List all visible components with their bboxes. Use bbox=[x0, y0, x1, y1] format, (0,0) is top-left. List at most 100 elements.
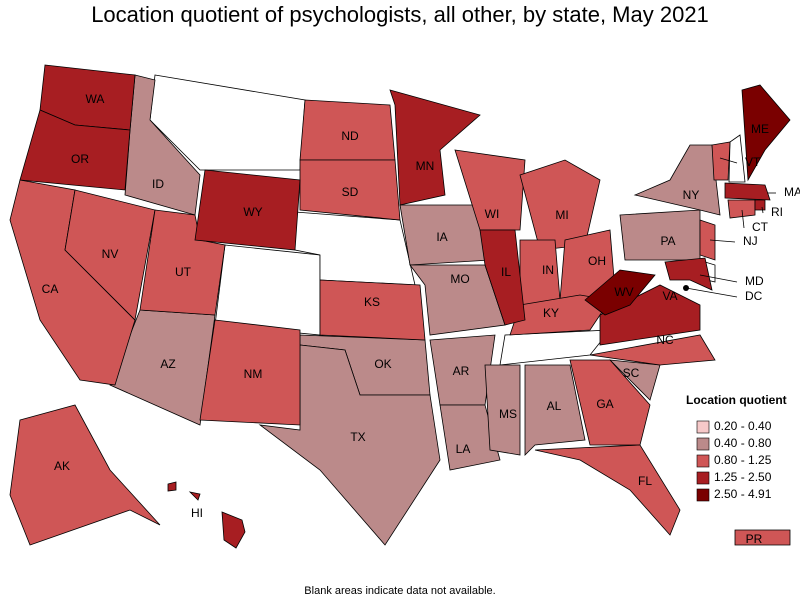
legend-swatch bbox=[696, 454, 710, 468]
state bbox=[534, 444, 681, 536]
leader-line bbox=[685, 287, 738, 298]
state bbox=[633, 144, 721, 216]
state bbox=[589, 334, 716, 366]
state bbox=[409, 264, 506, 336]
state-label: MN bbox=[416, 159, 435, 173]
legend-title: Location quotient bbox=[686, 393, 787, 407]
state-label: WV bbox=[614, 285, 633, 299]
state bbox=[439, 404, 501, 471]
state-label: ID bbox=[152, 177, 164, 191]
state bbox=[454, 149, 526, 231]
state-label: CT bbox=[752, 220, 769, 234]
state-label: OH bbox=[588, 254, 606, 268]
state-label: AR bbox=[453, 364, 470, 378]
state bbox=[524, 364, 586, 456]
map-title: Location quotient of psychologists, all … bbox=[91, 2, 709, 27]
state bbox=[724, 182, 771, 201]
state bbox=[741, 84, 791, 182]
state-label: IN bbox=[542, 263, 554, 277]
legend-label: 1.25 - 2.50 bbox=[714, 470, 772, 484]
states bbox=[9, 64, 791, 549]
state-label: AZ bbox=[160, 357, 175, 371]
state-label: OK bbox=[374, 357, 391, 371]
state bbox=[734, 529, 791, 546]
state bbox=[139, 209, 226, 316]
state-label: WI bbox=[485, 207, 500, 221]
state bbox=[664, 257, 713, 291]
leader-line bbox=[719, 157, 738, 164]
state-label: AK bbox=[54, 459, 70, 473]
state-label: NV bbox=[102, 247, 119, 261]
state bbox=[519, 159, 601, 251]
state-label: IL bbox=[501, 265, 511, 279]
state-label: MA bbox=[784, 185, 800, 199]
state-label: MI bbox=[555, 208, 568, 222]
state-label: HI bbox=[191, 506, 203, 520]
state-label: FL bbox=[638, 474, 652, 488]
state-label: SD bbox=[342, 185, 359, 199]
state-label: MS bbox=[499, 407, 517, 421]
state bbox=[599, 284, 701, 346]
state-label: RI bbox=[771, 205, 783, 219]
state bbox=[727, 199, 756, 219]
state-label: GA bbox=[596, 397, 613, 411]
state bbox=[9, 404, 161, 546]
state-label: KS bbox=[364, 295, 380, 309]
state-label: PR bbox=[746, 532, 763, 546]
state-label: NJ bbox=[743, 234, 758, 248]
state-label: WY bbox=[243, 205, 262, 219]
legend-swatch bbox=[696, 488, 710, 502]
state bbox=[199, 319, 301, 426]
legend-label: 0.80 - 1.25 bbox=[714, 453, 772, 467]
state bbox=[569, 359, 651, 446]
state-label: TX bbox=[350, 430, 365, 444]
state bbox=[699, 219, 716, 261]
leader-line bbox=[741, 209, 745, 229]
state bbox=[728, 134, 746, 183]
state bbox=[319, 279, 426, 341]
state bbox=[479, 229, 526, 326]
state-label: ND bbox=[341, 129, 359, 143]
state-label: CA bbox=[42, 282, 59, 296]
state bbox=[19, 109, 131, 191]
state-label: NC bbox=[656, 333, 674, 347]
note: Blank areas indicate data not available. bbox=[304, 585, 495, 597]
state-label: MD bbox=[745, 274, 764, 288]
state bbox=[608, 359, 661, 401]
legend-label: 0.20 - 0.40 bbox=[714, 419, 772, 433]
state-label: DC bbox=[745, 289, 763, 303]
legend-swatch bbox=[696, 437, 710, 451]
state-label: MO bbox=[450, 272, 469, 286]
leader-line bbox=[709, 239, 736, 243]
state bbox=[167, 481, 246, 549]
state-label: OR bbox=[71, 152, 89, 166]
state-label: WA bbox=[86, 92, 105, 106]
legend-label: 2.50 - 4.91 bbox=[714, 487, 772, 501]
state bbox=[389, 89, 481, 206]
state bbox=[711, 141, 731, 181]
leader-line bbox=[699, 274, 738, 283]
legend: 0.20 - 0.40 0.40 - 0.80 0.80 - 1.25 1.25 - … bbox=[696, 419, 772, 502]
state bbox=[299, 159, 401, 221]
state bbox=[584, 269, 656, 316]
state-label: AL bbox=[547, 399, 562, 413]
state-labels: ID IA MO AR LA MS AL SC OK TX AZ PA NY CA NV UT NM ND SD KS… bbox=[42, 92, 800, 546]
legend-label: 0.40 - 0.80 bbox=[714, 436, 772, 450]
state-label: SC bbox=[623, 366, 640, 380]
state-label: PA bbox=[660, 234, 675, 248]
state-label: IA bbox=[436, 230, 447, 244]
legend-swatch bbox=[696, 420, 710, 434]
state-label: VT bbox=[745, 155, 761, 169]
state-label: LA bbox=[456, 442, 471, 456]
state-label: UT bbox=[175, 265, 192, 279]
state-label: ME bbox=[751, 122, 769, 136]
state-label: KY bbox=[543, 306, 559, 320]
state bbox=[194, 169, 301, 251]
state-label: NM bbox=[244, 367, 263, 381]
legend-swatch bbox=[696, 471, 710, 485]
state bbox=[754, 199, 766, 211]
leader-line bbox=[761, 206, 764, 214]
state bbox=[64, 189, 156, 321]
state-label: VA bbox=[662, 289, 677, 303]
